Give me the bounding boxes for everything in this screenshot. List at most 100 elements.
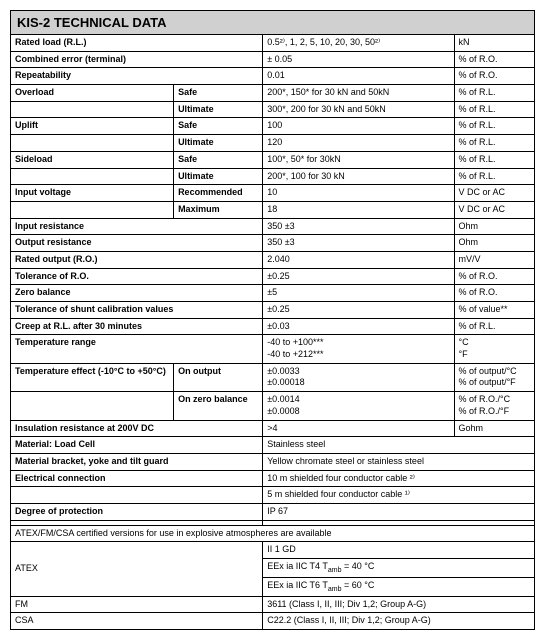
param-sub: Safe — [174, 118, 263, 135]
param-unit: Ohm — [454, 235, 534, 252]
param-sub: Ultimate — [174, 135, 263, 152]
table-row: Rated load (R.L.)0.5²⁾, 1, 2, 5, 10, 20,… — [11, 35, 535, 52]
table-row: Ultimate300*, 200 for 30 kN and 50kN% of… — [11, 101, 535, 118]
table-row: UpliftSafe100% of R.L. — [11, 118, 535, 135]
cert-label: CSA — [11, 613, 263, 630]
param-unit: % of R.O. — [454, 268, 534, 285]
table-row: Material bracket, yoke and tilt guardYel… — [11, 453, 535, 470]
table-row: OverloadSafe200*, 150* for 30 kN and 50k… — [11, 85, 535, 102]
table-row: Temperature effect (-10°C to +50°C)On ou… — [11, 363, 535, 391]
param-value: 300*, 200 for 30 kN and 50kN — [263, 101, 454, 118]
param-value: ± 0.05 — [263, 51, 454, 68]
param-value: ±0.03 — [263, 318, 454, 335]
param-name: Tolerance of R.O. — [11, 268, 263, 285]
table-row: Insulation resistance at 200V DC>4Gohm — [11, 420, 535, 437]
param-unit: kN — [454, 35, 534, 52]
param-sub: Maximum — [174, 201, 263, 218]
cert-value: II 1 GD — [263, 542, 535, 559]
param-value: 350 ±3 — [263, 235, 454, 252]
param-value: ±5 — [263, 285, 454, 302]
param-value: 0.5²⁾, 1, 2, 5, 10, 20, 30, 50²⁾ — [263, 35, 454, 52]
param-unit: mV/V — [454, 251, 534, 268]
table-row: Output resistance350 ±3Ohm — [11, 235, 535, 252]
param-unit: % of R.L. — [454, 135, 534, 152]
param-name: Degree of protection — [11, 503, 263, 520]
param-value: 2.040 — [263, 251, 454, 268]
param-unit: % of R.O. — [454, 285, 534, 302]
param-value: 200*, 100 for 30 kN — [263, 168, 454, 185]
param-unit: % of R.L. — [454, 101, 534, 118]
param-name: Repeatability — [11, 68, 263, 85]
param-unit: % of value** — [454, 302, 534, 319]
param-name — [11, 101, 174, 118]
param-name: Sideload — [11, 151, 174, 168]
table-title: KIS-2 TECHNICAL DATA — [10, 10, 535, 34]
table-row: Tolerance of shunt calibration values±0.… — [11, 302, 535, 319]
cert-value: EEx ia IIC T4 Tamb = 40 °C — [263, 559, 535, 578]
table-row: Rated output (R.O.)2.040mV/V — [11, 251, 535, 268]
cert-value: EEx ia IIC T6 Tamb = 60 °C — [263, 577, 535, 596]
param-unit: °C°F — [454, 335, 534, 363]
table-row: Ultimate120% of R.L. — [11, 135, 535, 152]
table-row: Ultimate200*, 100 for 30 kN% of R.L. — [11, 168, 535, 185]
table-row: Degree of protectionIP 67 — [11, 503, 535, 520]
cert-label: FM — [11, 596, 263, 613]
param-value: Stainless steel — [263, 437, 535, 454]
cert-value: C22.2 (Class I, II, III; Div 1,2; Group … — [263, 613, 535, 630]
param-name: Insulation resistance at 200V DC — [11, 420, 263, 437]
param-sub: On zero balance — [174, 392, 263, 420]
param-name: Input voltage — [11, 185, 174, 202]
param-value: >4 — [263, 420, 454, 437]
table-row: Creep at R.L. after 30 minutes±0.03% of … — [11, 318, 535, 335]
param-sub: Safe — [174, 85, 263, 102]
param-name: Uplift — [11, 118, 174, 135]
param-value: 350 ±3 — [263, 218, 454, 235]
param-sub: On output — [174, 363, 263, 391]
param-unit: % of R.L. — [454, 85, 534, 102]
param-name: Overload — [11, 85, 174, 102]
param-name: Temperature effect (-10°C to +50°C) — [11, 363, 174, 391]
param-name: Combined error (terminal) — [11, 51, 263, 68]
param-unit: % of R.L. — [454, 318, 534, 335]
param-name — [11, 135, 174, 152]
table-row: On zero balance±0.0014±0.0008% of R.O./°… — [11, 392, 535, 420]
param-unit: V DC or AC — [454, 185, 534, 202]
param-value: 120 — [263, 135, 454, 152]
param-name: Material bracket, yoke and tilt guard — [11, 453, 263, 470]
param-name: Material: Load Cell — [11, 437, 263, 454]
param-value: -40 to +100***-40 to +212*** — [263, 335, 454, 363]
param-unit: % of R.L. — [454, 118, 534, 135]
param-unit: Ohm — [454, 218, 534, 235]
param-value: 10 — [263, 185, 454, 202]
table-row: Input voltageRecommended10V DC or AC — [11, 185, 535, 202]
param-value: ±0.25 — [263, 268, 454, 285]
param-sub: Recommended — [174, 185, 263, 202]
param-unit: % of R.L. — [454, 151, 534, 168]
param-value: 100 — [263, 118, 454, 135]
table-row: Zero balance±5% of R.O. — [11, 285, 535, 302]
table-row: Temperature range-40 to +100***-40 to +2… — [11, 335, 535, 363]
param-name — [11, 487, 263, 504]
cert-row: ATEXII 1 GD — [11, 542, 535, 559]
param-value: ±0.0033±0.00018 — [263, 363, 454, 391]
param-value: ±0.0014±0.0008 — [263, 392, 454, 420]
param-unit: % of R.O. — [454, 68, 534, 85]
param-value: 10 m shielded four conductor cable ²⁾ — [263, 470, 535, 487]
param-unit: % of R.L. — [454, 168, 534, 185]
table-row: Electrical connection10 m shielded four … — [11, 470, 535, 487]
cert-value: 3611 (Class I, II, III; Div 1,2; Group A… — [263, 596, 535, 613]
param-unit: Gohm — [454, 420, 534, 437]
table-row: Maximum18V DC or AC — [11, 201, 535, 218]
param-name: Rated output (R.O.) — [11, 251, 263, 268]
param-name: Temperature range — [11, 335, 263, 363]
param-value: IP 67 — [263, 503, 535, 520]
param-name — [11, 168, 174, 185]
param-value: Yellow chromate steel or stainless steel — [263, 453, 535, 470]
table-row: 5 m shielded four conductor cable ¹⁾ — [11, 487, 535, 504]
cert-row: CSAC22.2 (Class I, II, III; Div 1,2; Gro… — [11, 613, 535, 630]
table-row: Tolerance of R.O.±0.25% of R.O. — [11, 268, 535, 285]
table-row: Repeatability0.01% of R.O. — [11, 68, 535, 85]
param-name: Output resistance — [11, 235, 263, 252]
param-name: Zero balance — [11, 285, 263, 302]
table-row: Material: Load CellStainless steel — [11, 437, 535, 454]
